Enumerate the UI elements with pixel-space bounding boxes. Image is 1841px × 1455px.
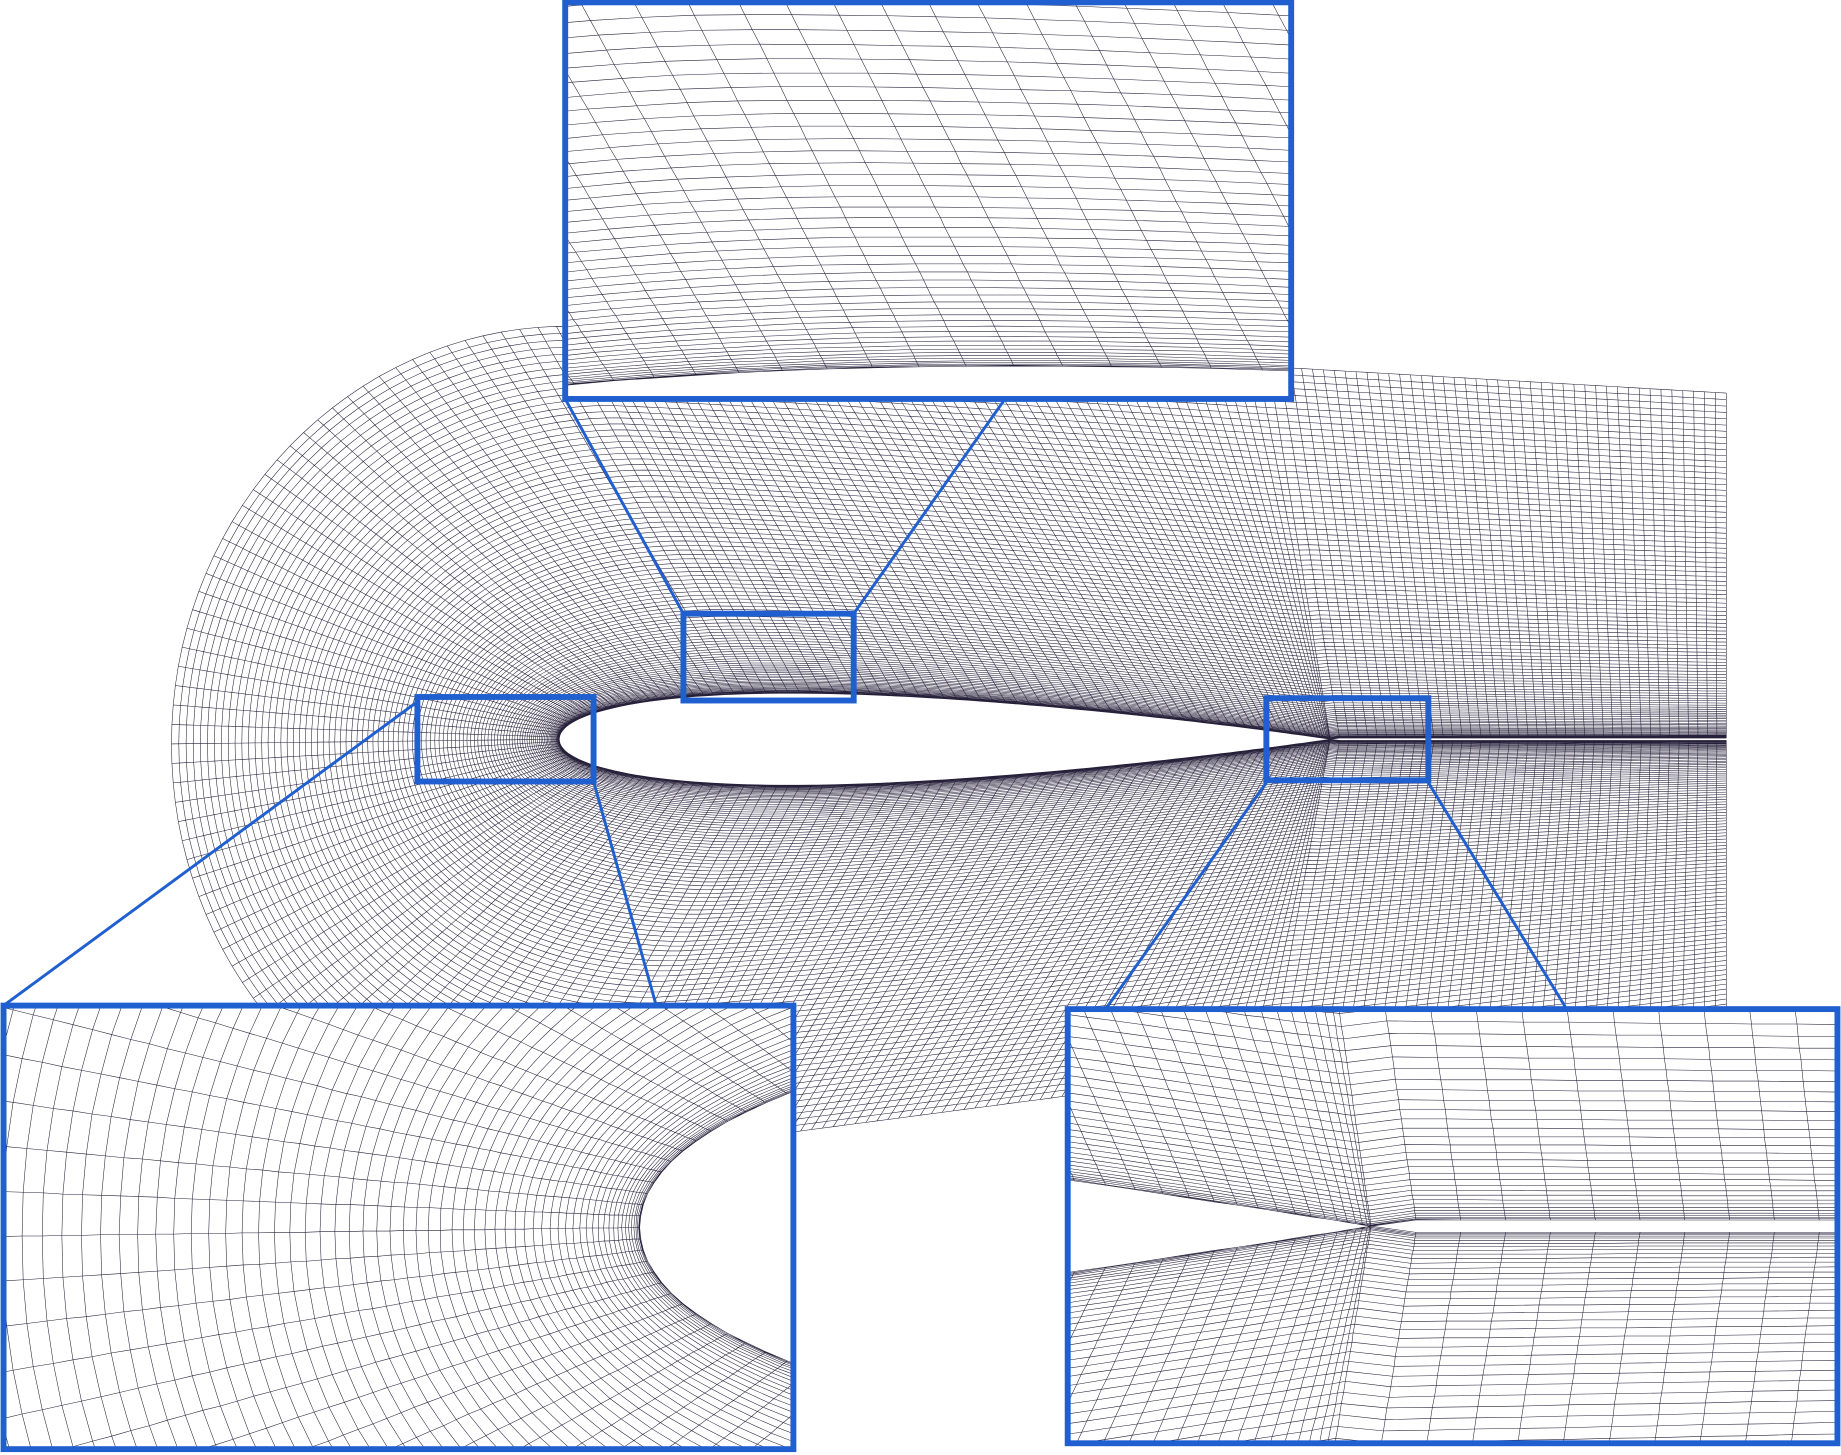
connector-line xyxy=(1104,781,1268,1010)
inset-frame xyxy=(0,1002,797,1453)
zoom-source-box xyxy=(1263,695,1432,784)
zoom-source-box xyxy=(680,610,857,704)
connector-line xyxy=(2,700,419,1007)
connector-line xyxy=(1427,781,1568,1010)
inset-background xyxy=(3,1005,794,1450)
connector-line xyxy=(563,398,685,615)
connector-line xyxy=(852,398,1007,615)
inset-background xyxy=(565,2,1292,399)
inset-frame xyxy=(562,0,1295,402)
inset-frame xyxy=(1064,1006,1841,1447)
inset-background xyxy=(1067,1009,1838,1444)
connector-line xyxy=(592,781,658,1006)
zoom-source-box xyxy=(414,694,597,785)
